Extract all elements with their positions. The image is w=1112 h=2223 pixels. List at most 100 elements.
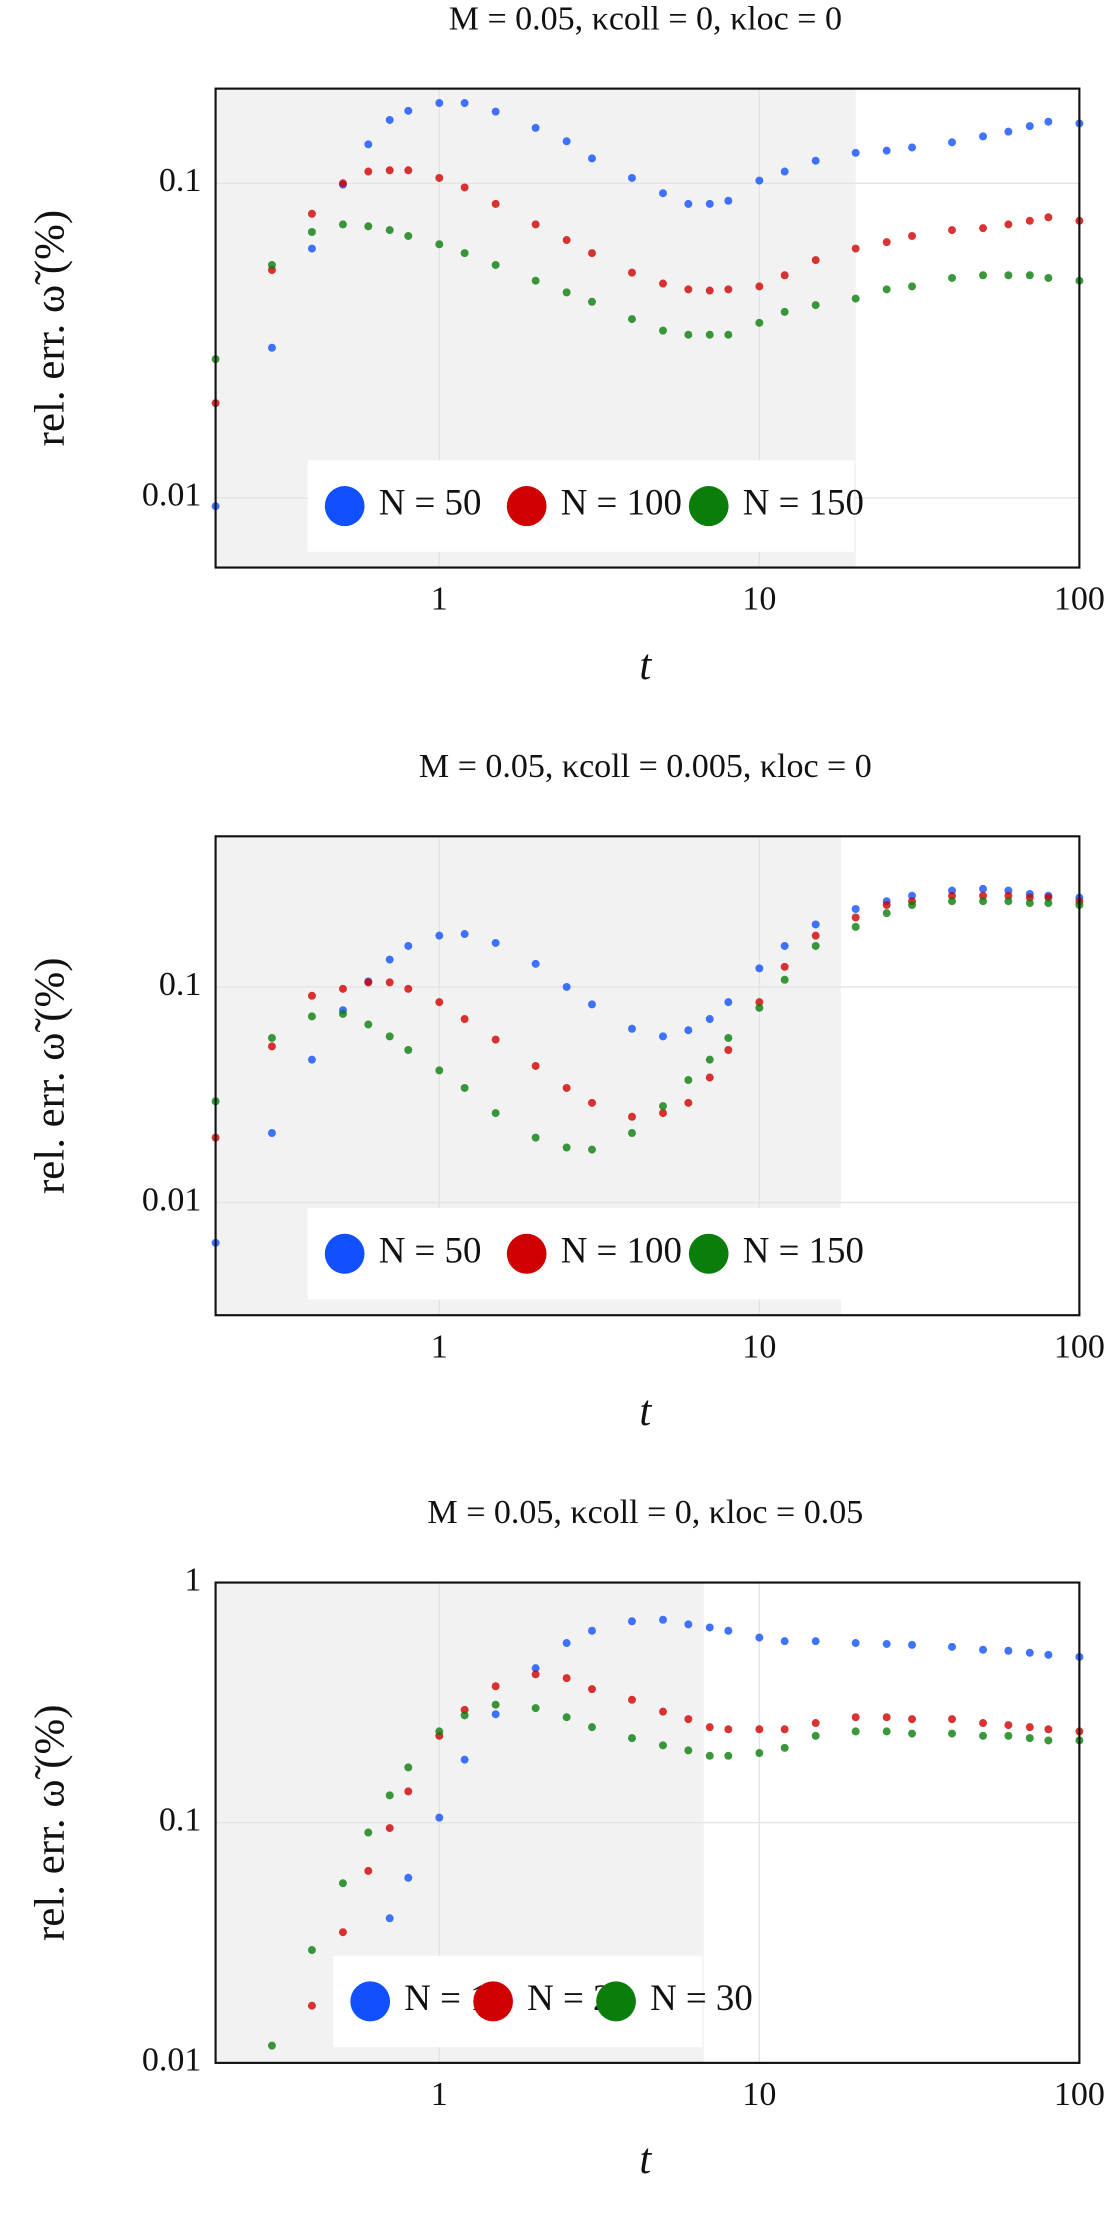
data-point bbox=[684, 1026, 693, 1035]
y-tick-label: 0.01 bbox=[142, 2042, 202, 2079]
data-point bbox=[562, 288, 571, 297]
data-point bbox=[780, 167, 789, 176]
data-point bbox=[364, 1866, 373, 1875]
data-point bbox=[908, 901, 917, 910]
data-point bbox=[364, 978, 373, 987]
data-point bbox=[628, 315, 636, 324]
plot-frame bbox=[214, 835, 1081, 1317]
data-point bbox=[882, 1713, 891, 1722]
data-point bbox=[780, 271, 789, 280]
data-point bbox=[588, 1000, 596, 1009]
data-point bbox=[851, 294, 860, 303]
data-point bbox=[562, 137, 571, 146]
data-point bbox=[882, 1639, 891, 1648]
data-point bbox=[267, 1033, 276, 1042]
data-point bbox=[435, 1813, 444, 1822]
x-tick-label: 10 bbox=[742, 581, 776, 618]
data-point bbox=[267, 343, 276, 352]
data-point bbox=[267, 260, 276, 269]
legend-label: N = 50 bbox=[379, 482, 482, 523]
data-point bbox=[908, 143, 917, 152]
chart-title: M = 0.05, κcoll = 0, κloc = 0.05 bbox=[427, 1494, 863, 1531]
chart-title: M = 0.05, κcoll = 0, κloc = 0 bbox=[449, 0, 842, 37]
data-point bbox=[460, 249, 469, 258]
y-tick-label: 0.01 bbox=[142, 477, 202, 514]
data-point bbox=[628, 1112, 636, 1121]
data-point bbox=[531, 959, 540, 968]
x-axis-label: t bbox=[639, 1388, 652, 1435]
data-point bbox=[724, 285, 733, 294]
legend-box bbox=[307, 460, 854, 552]
data-point bbox=[460, 930, 469, 939]
data-point bbox=[684, 1098, 693, 1107]
data-point bbox=[491, 1035, 500, 1044]
data-point bbox=[1004, 127, 1013, 136]
data-point bbox=[705, 1055, 714, 1064]
y-tick-label: 0.1 bbox=[159, 162, 202, 199]
data-point bbox=[588, 1626, 596, 1635]
data-point bbox=[307, 991, 316, 1000]
data-point bbox=[851, 244, 860, 253]
data-point bbox=[851, 904, 860, 913]
legend-marker bbox=[473, 1981, 513, 2022]
data-point bbox=[1044, 117, 1053, 126]
data-point bbox=[460, 1015, 469, 1024]
data-point bbox=[979, 132, 988, 141]
data-point bbox=[364, 140, 373, 149]
data-point bbox=[659, 1109, 667, 1118]
data-point bbox=[908, 1715, 917, 1724]
data-point bbox=[1044, 273, 1053, 282]
data-point bbox=[659, 1615, 667, 1624]
x-tick-label: 1 bbox=[431, 2076, 448, 2113]
data-point bbox=[491, 107, 500, 116]
data-point bbox=[435, 998, 444, 1007]
data-point bbox=[562, 1639, 571, 1648]
data-point bbox=[811, 301, 820, 310]
data-point bbox=[948, 1642, 956, 1651]
x-tick-label: 100 bbox=[1054, 1328, 1105, 1365]
data-point bbox=[948, 226, 956, 235]
data-point bbox=[705, 1015, 714, 1024]
data-point bbox=[385, 1032, 394, 1041]
data-point bbox=[1025, 899, 1034, 908]
data-point bbox=[755, 1003, 764, 1012]
data-point bbox=[882, 909, 891, 918]
data-point bbox=[724, 1033, 733, 1042]
data-point bbox=[385, 978, 394, 987]
data-point bbox=[531, 1061, 540, 1070]
data-point bbox=[851, 1713, 860, 1722]
data-point bbox=[882, 901, 891, 910]
data-point bbox=[780, 1743, 789, 1752]
data-point bbox=[562, 1713, 571, 1722]
x-tick-label: 1 bbox=[431, 581, 448, 618]
data-point bbox=[1004, 1731, 1013, 1740]
data-point bbox=[811, 156, 820, 165]
data-point bbox=[491, 1682, 500, 1691]
data-point bbox=[338, 1928, 347, 1937]
data-point bbox=[307, 209, 316, 218]
data-point bbox=[531, 1704, 540, 1713]
data-point bbox=[755, 1725, 764, 1734]
data-point bbox=[1004, 1721, 1013, 1730]
data-point bbox=[491, 1710, 500, 1719]
data-point bbox=[385, 226, 394, 235]
y-tick-label: 1 bbox=[184, 1561, 201, 1598]
data-point bbox=[267, 1129, 276, 1138]
data-point bbox=[338, 220, 347, 229]
data-point bbox=[755, 176, 764, 185]
data-point bbox=[780, 1637, 789, 1646]
data-point bbox=[338, 984, 347, 993]
data-point bbox=[724, 196, 733, 205]
y-axis-label: rel. err. ω̃ (%) bbox=[27, 210, 74, 447]
data-point bbox=[724, 1045, 733, 1055]
data-point bbox=[267, 1042, 276, 1051]
data-point bbox=[780, 1725, 789, 1734]
data-point bbox=[755, 1749, 764, 1758]
data-point bbox=[948, 273, 956, 282]
data-point bbox=[755, 318, 764, 327]
data-point bbox=[460, 183, 469, 192]
data-point bbox=[882, 238, 891, 247]
data-point bbox=[531, 123, 540, 132]
data-point bbox=[811, 1719, 820, 1728]
data-point bbox=[1044, 899, 1053, 908]
